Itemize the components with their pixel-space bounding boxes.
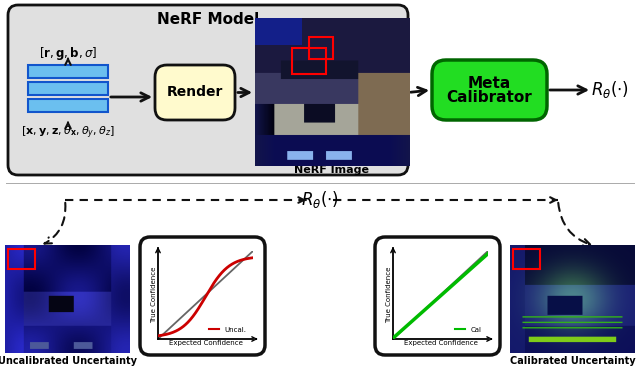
Y-axis label: True Confidence: True Confidence [386, 267, 392, 323]
Bar [255, 18, 301, 45]
Legend: Uncal.: Uncal. [206, 324, 250, 336]
Text: NeRF Model: NeRF Model [157, 12, 259, 26]
Text: $R_\theta(\cdot)$: $R_\theta(\cdot)$ [301, 189, 339, 211]
Text: Meta: Meta [468, 76, 511, 90]
Bar [8, 249, 35, 269]
FancyBboxPatch shape [155, 65, 235, 120]
Bar [292, 48, 326, 74]
X-axis label: Expected Confidence: Expected Confidence [168, 340, 243, 346]
X-axis label: Expected Confidence: Expected Confidence [404, 340, 477, 346]
Text: $[\mathbf{x}, \mathbf{y}, \mathbf{z}, \theta_\mathbf{x}, \theta_y, \theta_z]$: $[\mathbf{x}, \mathbf{y}, \mathbf{z}, \t… [21, 125, 115, 141]
FancyBboxPatch shape [28, 99, 108, 112]
Text: Uncalibrated Uncertainty: Uncalibrated Uncertainty [0, 356, 137, 366]
FancyBboxPatch shape [28, 82, 108, 95]
Legend: Cal: Cal [452, 324, 484, 336]
Bar [309, 37, 333, 60]
Text: Calibrated Uncertainty: Calibrated Uncertainty [509, 356, 636, 366]
Text: $[\mathbf{r}, \mathbf{g}, \mathbf{b}, \sigma]$: $[\mathbf{r}, \mathbf{g}, \mathbf{b}, \s… [39, 45, 97, 61]
FancyBboxPatch shape [375, 237, 500, 355]
Y-axis label: True Confidence: True Confidence [150, 267, 157, 323]
FancyBboxPatch shape [432, 60, 547, 120]
Text: NeRF Image: NeRF Image [294, 165, 369, 175]
Text: Render: Render [167, 86, 223, 99]
FancyArrowPatch shape [558, 203, 590, 246]
FancyBboxPatch shape [8, 5, 408, 175]
Text: Calibrator: Calibrator [447, 90, 532, 106]
FancyBboxPatch shape [28, 65, 108, 78]
FancyBboxPatch shape [140, 237, 265, 355]
Bar [513, 249, 540, 269]
FancyArrowPatch shape [45, 203, 65, 244]
Text: $R_\theta(\cdot)$: $R_\theta(\cdot)$ [591, 80, 629, 100]
